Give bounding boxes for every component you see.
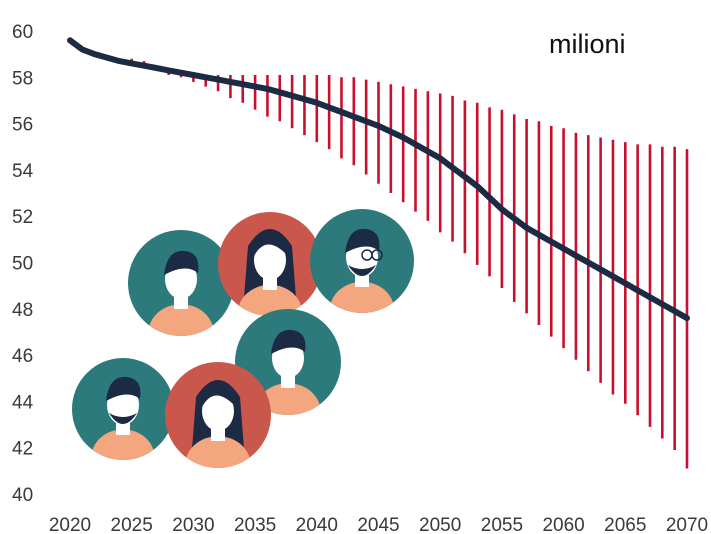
median-projection-line: [67, 37, 690, 322]
y-tick-label: 46: [12, 346, 33, 367]
y-tick-label: 48: [12, 300, 33, 321]
x-tick-label: 2055: [481, 515, 523, 534]
x-tick-label: 2040: [296, 515, 338, 534]
bearded-man-avatar-icon: [72, 358, 174, 460]
y-tick-label: 50: [12, 254, 33, 275]
y-tick-label: 58: [12, 68, 33, 89]
x-tick-label: 2060: [542, 515, 584, 534]
y-axis-ticks: 40 42 44 46 48 50 52 54 56 58 60: [12, 22, 34, 506]
unit-label: milioni: [549, 29, 626, 59]
projection-range-bars: [118, 58, 689, 469]
man-avatar-icon: [128, 230, 234, 336]
bearded-man-glasses-avatar-icon: [310, 209, 414, 313]
y-tick-label: 56: [12, 115, 33, 136]
x-tick-label: 2050: [419, 515, 461, 534]
y-tick-label: 40: [12, 485, 33, 506]
x-tick-label: 2030: [172, 515, 214, 534]
y-tick-label: 44: [12, 392, 34, 413]
median-line-layer: [67, 37, 690, 322]
x-tick-label: 2025: [111, 515, 153, 534]
y-tick-label: 54: [12, 161, 34, 182]
x-tick-label: 2045: [357, 515, 399, 534]
x-tick-label: 2065: [604, 515, 646, 534]
x-axis-ticks: 2020 2025 2030 2035 2040 2045 2050 2055 2060 2065…: [49, 515, 708, 534]
y-tick-label: 42: [12, 439, 33, 460]
x-tick-label: 2035: [234, 515, 276, 534]
x-tick-label: 2070: [666, 515, 708, 534]
y-tick-label: 60: [12, 22, 33, 43]
x-tick-label: 2020: [49, 515, 91, 534]
woman-avatar-icon: [165, 362, 271, 468]
people-illustration: [72, 209, 414, 468]
y-tick-label: 52: [12, 207, 33, 228]
